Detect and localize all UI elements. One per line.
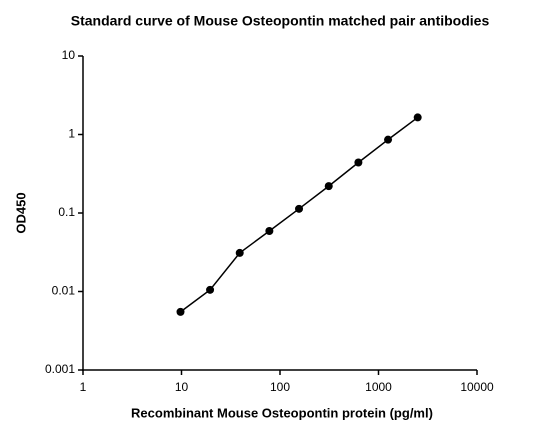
data-point bbox=[384, 135, 393, 144]
x-axis-label: Recombinant Mouse Osteopontin protein (p… bbox=[131, 405, 433, 420]
chart-title: Standard curve of Mouse Osteopontin matc… bbox=[71, 13, 490, 29]
x-tick-label: 1000 bbox=[365, 380, 392, 394]
curve bbox=[180, 116, 419, 313]
y-tick-label: 0.1 bbox=[58, 205, 75, 219]
data-point bbox=[354, 158, 363, 167]
x-tick-label: 100 bbox=[270, 380, 290, 394]
y-tick-label: 1 bbox=[68, 127, 75, 141]
y-tick-label: 0.01 bbox=[52, 284, 76, 298]
x-tick-label: 10000 bbox=[460, 380, 494, 394]
y-tick-label: 0.001 bbox=[45, 362, 75, 376]
y-tick-label: 10 bbox=[62, 48, 76, 62]
data-point bbox=[324, 182, 333, 191]
y-axis-label: OD450 bbox=[13, 192, 28, 233]
data-point bbox=[295, 204, 304, 213]
data-point bbox=[176, 307, 185, 316]
x-tick-label: 10 bbox=[175, 380, 189, 394]
data-point bbox=[235, 248, 244, 257]
x-tick-label: 1 bbox=[80, 380, 87, 394]
data-point bbox=[265, 226, 274, 235]
data-point bbox=[413, 113, 422, 122]
data-point bbox=[206, 285, 215, 294]
